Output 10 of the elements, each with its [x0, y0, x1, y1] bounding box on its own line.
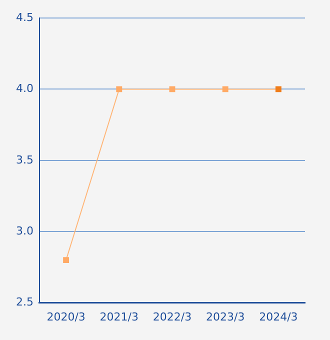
x-tick-label: 2022/3	[152, 310, 192, 324]
x-tick-label: 2021/3	[100, 310, 138, 324]
y-tick-label: 2.5	[16, 296, 34, 309]
y-tick-label: 3.0	[16, 224, 34, 238]
y-tick-label: 3.5	[16, 153, 34, 166]
y-tick-label: 4.0	[16, 82, 34, 96]
y-tick-label: 4.5	[16, 10, 34, 24]
x-tick-label: 2020/3	[46, 310, 86, 324]
x-tick-label: 2024/3	[259, 310, 298, 324]
x-tick-label: 2023/3	[206, 310, 245, 324]
